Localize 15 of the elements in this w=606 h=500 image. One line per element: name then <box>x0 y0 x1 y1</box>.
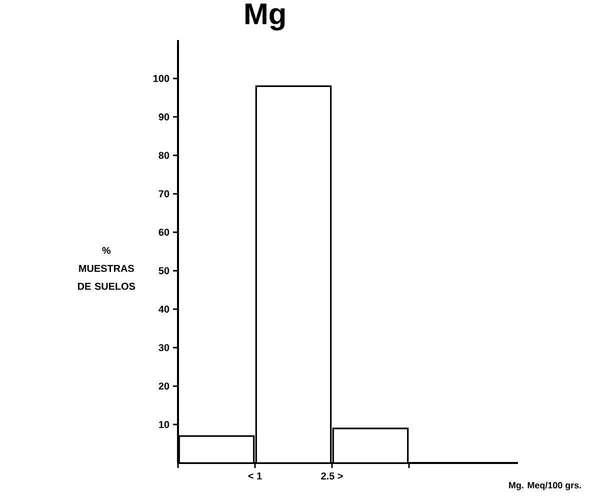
y-tick-label: 40 <box>158 306 170 313</box>
y-tick-label: 70 <box>158 190 170 198</box>
y-tick-label: 100 <box>154 74 170 82</box>
text: < 1 <box>248 472 262 480</box>
y-tick-label: 60 <box>158 228 170 236</box>
text: Mg. Meq/100 grs. <box>509 482 581 490</box>
y-tick-label: 90 <box>158 113 170 120</box>
y-axis-title: % MUESTRAS DE SUELOS <box>78 246 136 290</box>
chart-title: Mg <box>246 4 285 30</box>
y-tick-label: 30 <box>158 344 170 352</box>
y-tick-label: 80 <box>158 152 170 159</box>
y-tick-label: 10 <box>159 421 170 428</box>
text: 2.5 > <box>321 472 343 480</box>
y-tick-label: 50 <box>158 267 170 274</box>
y-tick-label: 20 <box>158 382 170 390</box>
